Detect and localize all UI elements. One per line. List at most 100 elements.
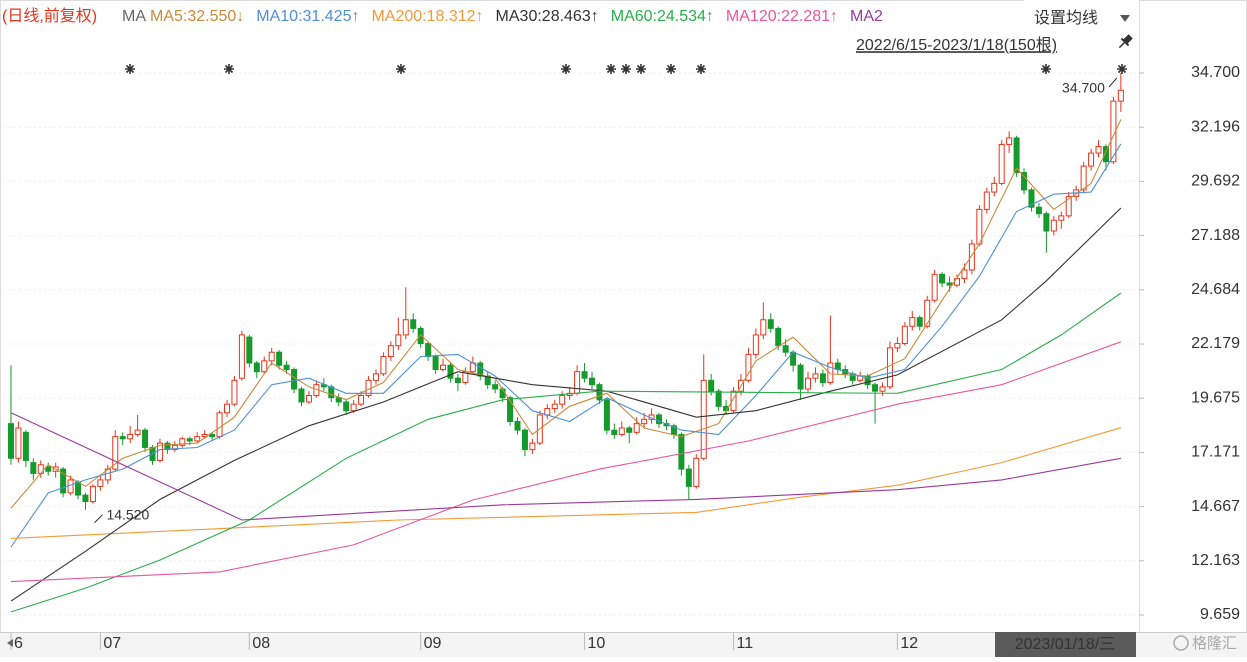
y-tick-label: 14.667 (1191, 498, 1240, 515)
candle-body (1117, 89, 1124, 102)
candle-body (372, 373, 379, 381)
event-marker (605, 63, 617, 75)
event-marker (124, 63, 136, 75)
candle-body (961, 269, 968, 280)
x-tick-label: 07 (103, 635, 121, 652)
legend-entry: MA200:18.312↑ (371, 8, 483, 25)
candle-body (134, 429, 141, 435)
candle-body (968, 243, 975, 271)
candle-body (75, 481, 82, 496)
x-tick-label: 12 (900, 635, 918, 652)
candle-body (626, 427, 633, 433)
settings-box (1024, 0, 1139, 33)
candle-body (760, 319, 767, 336)
candle-body (611, 429, 618, 435)
candle-body (1035, 206, 1042, 215)
candle-body (894, 343, 901, 349)
candle-body (156, 442, 163, 461)
candle-body (1006, 137, 1013, 145)
candle-body (350, 403, 357, 412)
candle-body (1013, 137, 1020, 174)
event-marker (1116, 63, 1128, 75)
candle-body (1050, 219, 1057, 232)
candle-body (678, 433, 685, 470)
candle-body (1065, 195, 1072, 217)
candle-body (186, 438, 193, 442)
candle-body (521, 429, 528, 451)
settings-button[interactable]: 设置均线 (1034, 9, 1098, 27)
scroll-left-icon[interactable] (7, 639, 13, 647)
candle-body (797, 364, 804, 390)
candle-body (819, 373, 826, 384)
candle-body (730, 390, 737, 412)
y-tick-label: 9.659 (1200, 606, 1240, 623)
candle-body (514, 420, 521, 431)
event-marker (1040, 63, 1052, 75)
annotation-arrow (94, 514, 103, 524)
candle-body (7, 423, 14, 459)
legend-entry: MA5:32.550↓ (150, 8, 244, 25)
candle-body (715, 390, 722, 407)
y-tick-label: 22.179 (1191, 335, 1240, 352)
candle-body (45, 466, 52, 472)
candle-body (447, 364, 454, 379)
candle-body (276, 351, 283, 366)
candle-body (142, 429, 149, 448)
candle-body (67, 479, 74, 494)
candle-body (112, 436, 119, 470)
candle-body (1095, 146, 1102, 154)
y-tick-label: 12.163 (1191, 552, 1240, 569)
candle-body (633, 423, 640, 433)
candle-body (179, 438, 186, 446)
legend-entry: MA2 (850, 8, 883, 25)
range-label[interactable]: 2022/6/15-2023/1/18(150根) (856, 36, 1057, 54)
candle-body (402, 319, 409, 336)
candle-body (752, 334, 759, 355)
annotation-arrow (1108, 77, 1118, 88)
candle-body (574, 371, 581, 394)
candle-body (1102, 146, 1109, 163)
candle-body (283, 364, 290, 371)
candle-body (805, 377, 812, 390)
candle-body (559, 395, 566, 405)
candle-body (268, 351, 275, 362)
candle-body (656, 414, 663, 425)
candle-body (231, 379, 238, 405)
candle-body (1028, 189, 1035, 208)
dropdown-icon[interactable] (1120, 15, 1130, 22)
y-tick-label: 34.700 (1191, 64, 1240, 81)
candle-body (991, 182, 998, 193)
candle-body (507, 397, 514, 422)
candle-body (872, 384, 879, 392)
candle-body (812, 373, 819, 379)
candle-body (596, 384, 603, 401)
candle-body (618, 427, 625, 435)
candle-body (931, 273, 938, 301)
plot-area (7, 73, 1124, 613)
x-tick-label: 6 (14, 635, 23, 652)
y-tick-label: 29.692 (1191, 173, 1240, 190)
candle-body (291, 369, 298, 390)
candle-body (886, 347, 893, 388)
candle-body (767, 319, 774, 329)
candle-body (89, 485, 96, 503)
x-tick-label: 09 (424, 635, 442, 652)
candle-body (924, 299, 931, 327)
candle-body (380, 356, 387, 375)
candle-body (1088, 152, 1095, 167)
candle-body (119, 436, 126, 440)
candle-body (916, 317, 923, 327)
candle-body (693, 457, 700, 487)
candle-body (983, 191, 990, 210)
candle-body (440, 364, 447, 371)
candle-body (216, 412, 223, 438)
candle-body (246, 336, 253, 364)
annotation-label: 14.520 (106, 506, 149, 522)
event-marker (395, 63, 407, 75)
candle-body (909, 317, 916, 327)
candle-body (588, 377, 595, 386)
candle-body (708, 379, 715, 392)
candle-body (343, 401, 350, 412)
pin-icon[interactable] (1116, 33, 1134, 51)
y-tick-label: 24.684 (1191, 281, 1240, 298)
